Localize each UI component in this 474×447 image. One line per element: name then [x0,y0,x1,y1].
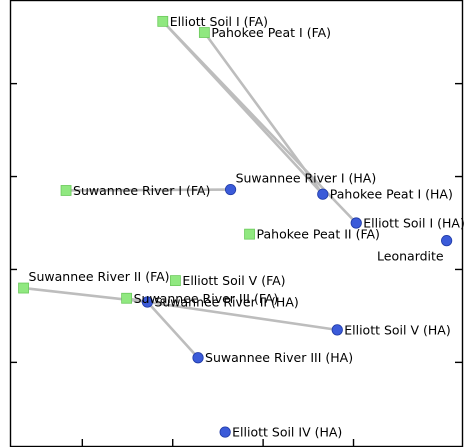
ha-point-label-3: Leonardite [377,249,444,264]
connector-line-2 [203,31,325,196]
connector-line-7 [146,300,200,360]
fa-point-label-5: Suwannee River II (FA) [29,269,170,284]
fa-marker-2 [60,185,72,196]
ha-point-label-6: Suwannee River III (HA) [205,350,353,365]
ha-marker-2 [350,217,362,229]
data-markers [18,15,453,438]
point-labels: Elliott Soil I (FA)Pahokee Peat I (FA) Su… [29,14,465,440]
fa-marker-0 [157,15,169,27]
fa-marker-1 [198,27,210,38]
ha-marker-7 [219,426,231,438]
fa-marker-6 [121,292,133,304]
ha-point-label-4: Suwannee River II (HA) [154,294,298,309]
fa-point-label-6: Suwannee River III (FA) [134,291,279,306]
ha-point-label-0: Suwannee River I (HA) [236,171,377,186]
ha-marker-5 [331,324,343,336]
ha-marker-1 [317,188,329,200]
ha-point-label-5: Elliott Soil V (HA) [344,322,450,337]
fa-marker-4 [170,275,181,287]
ha-point-label-2: Elliott Soil I (HA) [363,216,465,231]
connector-line-6 [146,300,339,332]
fa-point-label-4: Elliott Soil V (FA) [182,273,285,288]
ha-marker-0 [224,183,237,196]
fa-marker-3 [244,228,255,240]
ha-point-label-1: Pahokee Peat I (HA) [330,187,453,202]
fa-point-label-1: Pahokee Peat I (FA) [211,25,331,40]
connector-line-3 [64,188,232,192]
ha-marker-4 [141,296,154,308]
ha-point-label-7: Elliott Soil IV (HA) [232,425,342,440]
fa-point-label-0: Elliott Soil I (FA) [170,14,268,29]
fa-marker-5 [18,282,29,294]
axis-ticks [10,82,462,446]
fa-point-label-2: Suwannee River I (FA) [73,183,210,198]
ha-marker-6 [192,352,204,364]
ha-marker-3 [441,235,453,247]
fa-point-label-3: Pahokee Peat II (FA) [257,227,380,242]
